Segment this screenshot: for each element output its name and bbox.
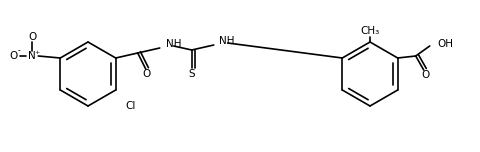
Text: -: - [18,47,21,55]
Text: O: O [9,51,17,61]
Text: CH₃: CH₃ [360,26,380,36]
Text: O: O [421,70,430,80]
Text: O: O [143,69,151,79]
Text: O: O [28,32,36,42]
Text: Cl: Cl [126,101,136,111]
Text: +: + [35,50,40,55]
Text: S: S [189,69,195,79]
Text: OH: OH [438,39,454,49]
Text: NH: NH [219,36,234,46]
Text: N: N [28,51,36,61]
Text: NH: NH [166,39,181,49]
